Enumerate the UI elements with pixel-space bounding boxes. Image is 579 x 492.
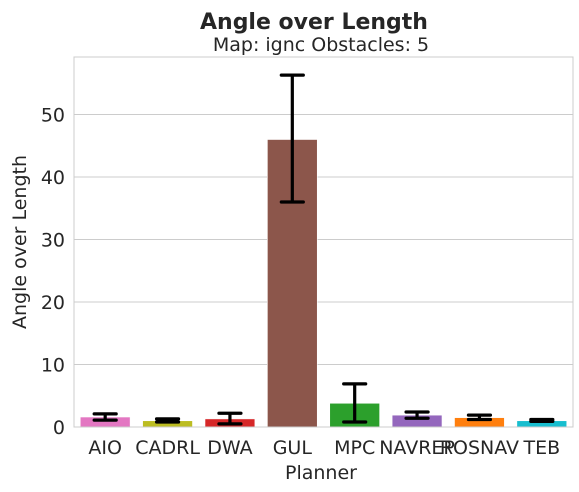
plot-frame: [73, 56, 574, 428]
y-tick-labels: 0 10 20 30 40 50: [41, 105, 65, 440]
x-tick-label: NAVREP: [379, 437, 455, 459]
y-tick-label: 10: [41, 355, 65, 377]
error-bars: [92, 73, 555, 426]
chart-subtitle: Map: ignc Obstacles: 5: [213, 34, 429, 56]
bars: [79, 139, 568, 428]
chart-title: Angle over Length: [200, 10, 428, 35]
x-tick-label: TEB: [522, 437, 560, 459]
gridlines: [74, 114, 573, 428]
x-tick-label: AIO: [88, 437, 122, 459]
x-tick-label: GUL: [273, 437, 313, 459]
y-tick-label: 40: [41, 167, 65, 189]
y-tick-label: 50: [41, 105, 65, 127]
x-tick-label: MPC: [334, 437, 375, 459]
x-tick-label: ROSNAV: [440, 437, 519, 459]
y-axis-label: Angle over Length: [9, 155, 31, 329]
x-tick-label: CADRL: [135, 437, 200, 459]
y-tick-label: 30: [41, 230, 65, 252]
y-tick-label: 20: [41, 292, 65, 314]
x-axis-label: Planner: [285, 462, 357, 484]
y-tick-label: 0: [53, 417, 65, 439]
x-tick-label: DWA: [207, 437, 252, 459]
